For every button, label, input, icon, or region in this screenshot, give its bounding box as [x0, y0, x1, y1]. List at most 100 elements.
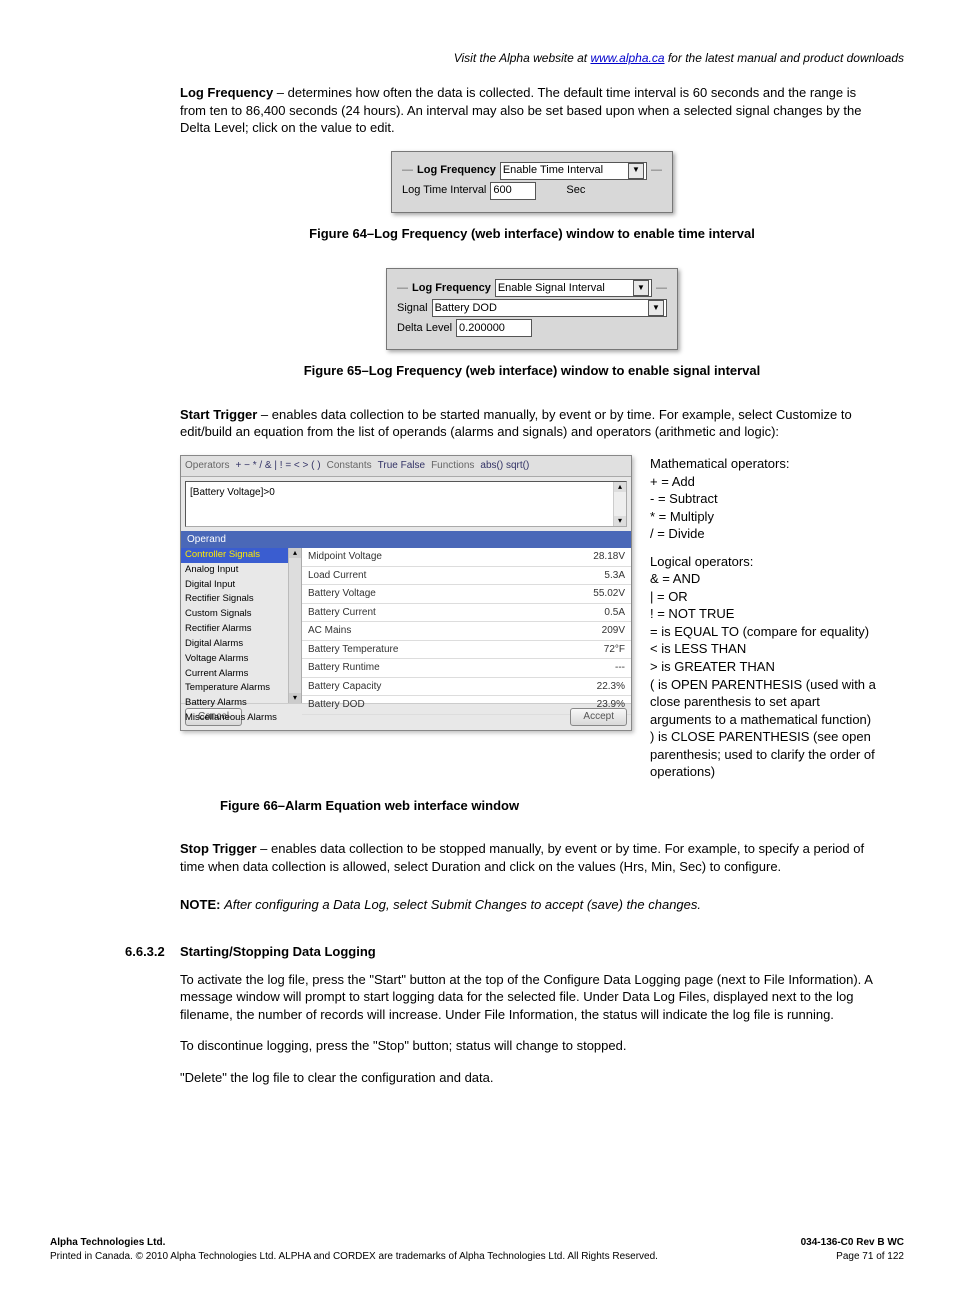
- toolbar-constants-list[interactable]: True False: [378, 459, 425, 473]
- editor-toolbar: Operators + − * / & | ! = < > ( ) Consta…: [181, 456, 631, 477]
- side-scrollbar[interactable]: ▴▾: [288, 548, 301, 703]
- para-stop-trigger: Stop Trigger – enables data collection t…: [180, 840, 884, 875]
- log-frequency-title: Log Frequency: [180, 85, 273, 100]
- para-start-trigger: Start Trigger – enables data collection …: [180, 406, 884, 441]
- signal-mode-value: Enable Signal Interval: [498, 281, 605, 296]
- math-operators-header: Mathematical operators:: [650, 456, 789, 471]
- expression-scrollbar[interactable]: ▴▾: [613, 482, 626, 526]
- para-log-frequency: Log Frequency – determines how often the…: [180, 84, 884, 137]
- figure-66-row: Operators + − * / & | ! = < > ( ) Consta…: [180, 455, 884, 791]
- operand-category-item[interactable]: Rectifier Alarms: [181, 622, 301, 637]
- signal-value: 0.5A: [604, 606, 625, 620]
- log-time-interval-input[interactable]: 600: [490, 182, 536, 200]
- signal-row[interactable]: Battery Voltage55.02V: [302, 585, 631, 604]
- chevron-down-icon: ▼: [628, 163, 644, 179]
- section-para-3: "Delete" the log file to clear the confi…: [180, 1069, 884, 1087]
- signal-name: Load Current: [308, 569, 604, 583]
- operand-category-list: Controller SignalsAnalog InputDigital In…: [181, 548, 302, 703]
- logic-op-line: ! = NOT TRUE: [650, 606, 734, 621]
- logic-op-line: & = AND: [650, 571, 700, 586]
- operand-category-item[interactable]: Miscellaneous Alarms: [181, 711, 301, 726]
- delta-level-label: Delta Level: [397, 321, 452, 336]
- footer-page: Page 71 of 122: [836, 1251, 904, 1262]
- start-trigger-body: – enables data collection to be started …: [180, 407, 852, 440]
- signal-label: Signal: [397, 301, 428, 316]
- footer-company: Alpha Technologies Ltd.: [50, 1237, 165, 1248]
- logic-op-line: > is GREATER THAN: [650, 659, 775, 674]
- toolbar-functions-label: Functions: [431, 459, 474, 473]
- footer-line2: Printed in Canada. © 2010 Alpha Technolo…: [50, 1251, 658, 1262]
- log-time-interval-label: Log Time Interval: [402, 183, 486, 198]
- operand-category-item[interactable]: Battery Alarms: [181, 696, 301, 711]
- accept-button[interactable]: Accept: [570, 708, 627, 726]
- signal-row[interactable]: Battery Temperature72°F: [302, 641, 631, 660]
- signal-value: 22.3%: [597, 680, 625, 694]
- header-note-prefix: Visit the Alpha website at: [454, 51, 591, 65]
- signal-name: Battery DOD: [308, 698, 597, 712]
- section-para-2: To discontinue logging, press the "Stop"…: [180, 1037, 884, 1055]
- logical-operators-header: Logical operators:: [650, 554, 753, 569]
- signal-value: 55.02V: [593, 587, 625, 601]
- operand-category-item[interactable]: Digital Alarms: [181, 637, 301, 652]
- delta-level-input[interactable]: 0.200000: [456, 319, 532, 337]
- figure-66-caption: Figure 66–Alarm Equation web interface w…: [220, 797, 884, 815]
- log-frequency-signal-window: — Log Frequency Enable Signal Interval ▼…: [386, 268, 678, 350]
- signal-name: Battery Runtime: [308, 661, 615, 675]
- stop-trigger-body: – enables data collection to be stopped …: [180, 841, 864, 874]
- start-trigger-title: Start Trigger: [180, 407, 257, 422]
- figure-65-caption: Figure 65–Log Frequency (web interface) …: [180, 362, 884, 380]
- operand-category-item[interactable]: Temperature Alarms: [181, 681, 301, 696]
- note-row: NOTE: After configuring a Data Log, sele…: [180, 896, 884, 914]
- section-number: 6.6.3.2: [125, 943, 180, 961]
- signal-value: 28.18V: [593, 550, 625, 564]
- logic-op-line: ( is OPEN PARENTHESIS (used with a close…: [650, 677, 876, 727]
- operand-category-item[interactable]: Controller Signals: [181, 548, 301, 563]
- log-frequency-label-2: Log Frequency: [412, 281, 491, 296]
- section-para-1: To activate the log file, press the "Sta…: [180, 971, 884, 1024]
- signal-row[interactable]: Battery Current0.5A: [302, 604, 631, 623]
- signal-row[interactable]: AC Mains209V: [302, 622, 631, 641]
- signal-select[interactable]: Battery DOD ▼: [432, 299, 667, 317]
- operand-category-item[interactable]: Analog Input: [181, 563, 301, 578]
- logic-op-line: | = OR: [650, 589, 688, 604]
- signal-row[interactable]: Midpoint Voltage28.18V: [302, 548, 631, 567]
- signal-value: ---: [615, 661, 625, 675]
- figure-64-caption: Figure 64–Log Frequency (web interface) …: [180, 225, 884, 243]
- signal-value-table: Midpoint Voltage28.18VLoad Current5.3ABa…: [302, 548, 631, 703]
- log-frequency-body: – determines how often the data is colle…: [180, 85, 861, 135]
- signal-name: Midpoint Voltage: [308, 550, 593, 564]
- signal-value: 72°F: [604, 643, 625, 657]
- log-frequency-signal-mode-select[interactable]: Enable Signal Interval ▼: [495, 279, 652, 297]
- signal-row[interactable]: Load Current5.3A: [302, 567, 631, 586]
- alarm-equation-editor: Operators + − * / & | ! = < > ( ) Consta…: [180, 455, 632, 731]
- operand-category-item[interactable]: Digital Input: [181, 578, 301, 593]
- toolbar-operators-list[interactable]: + − * / & | ! = < > ( ): [235, 459, 320, 473]
- toolbar-functions-list[interactable]: abs() sqrt(): [480, 459, 529, 473]
- signal-row[interactable]: Battery Runtime---: [302, 659, 631, 678]
- signal-name: Battery Temperature: [308, 643, 604, 657]
- toolbar-operators-label: Operators: [185, 459, 229, 473]
- signal-value: Battery DOD: [435, 301, 497, 316]
- signal-name: AC Mains: [308, 624, 602, 638]
- operand-category-item[interactable]: Rectifier Signals: [181, 592, 301, 607]
- log-frequency-mode-select[interactable]: Enable Time Interval ▼: [500, 162, 647, 180]
- dash-right: —: [651, 163, 662, 178]
- log-frequency-label: Log Frequency: [417, 163, 496, 178]
- expression-input[interactable]: [Battery Voltage]>0 ▴▾: [185, 481, 627, 527]
- operand-category-item[interactable]: Custom Signals: [181, 607, 301, 622]
- section-title: Starting/Stopping Data Logging: [180, 943, 376, 961]
- log-frequency-time-window: — Log Frequency Enable Time Interval ▼ —…: [391, 151, 673, 213]
- operand-category-item[interactable]: Current Alarms: [181, 667, 301, 682]
- dash-left: —: [397, 281, 408, 296]
- signal-row[interactable]: Battery Capacity22.3%: [302, 678, 631, 697]
- operand-category-item[interactable]: Voltage Alarms: [181, 652, 301, 667]
- signal-value: 209V: [602, 624, 625, 638]
- footer-doc: 034-136-C0 Rev B WC: [801, 1237, 904, 1248]
- header-note-link[interactable]: www.alpha.ca: [590, 51, 664, 65]
- chevron-down-icon: ▼: [633, 280, 649, 296]
- header-note: Visit the Alpha website at www.alpha.ca …: [50, 50, 904, 66]
- note-label: NOTE:: [180, 897, 224, 912]
- dash-left: —: [402, 163, 413, 178]
- logic-op-line: < is LESS THAN: [650, 641, 746, 656]
- toolbar-constants-label: Constants: [327, 459, 372, 473]
